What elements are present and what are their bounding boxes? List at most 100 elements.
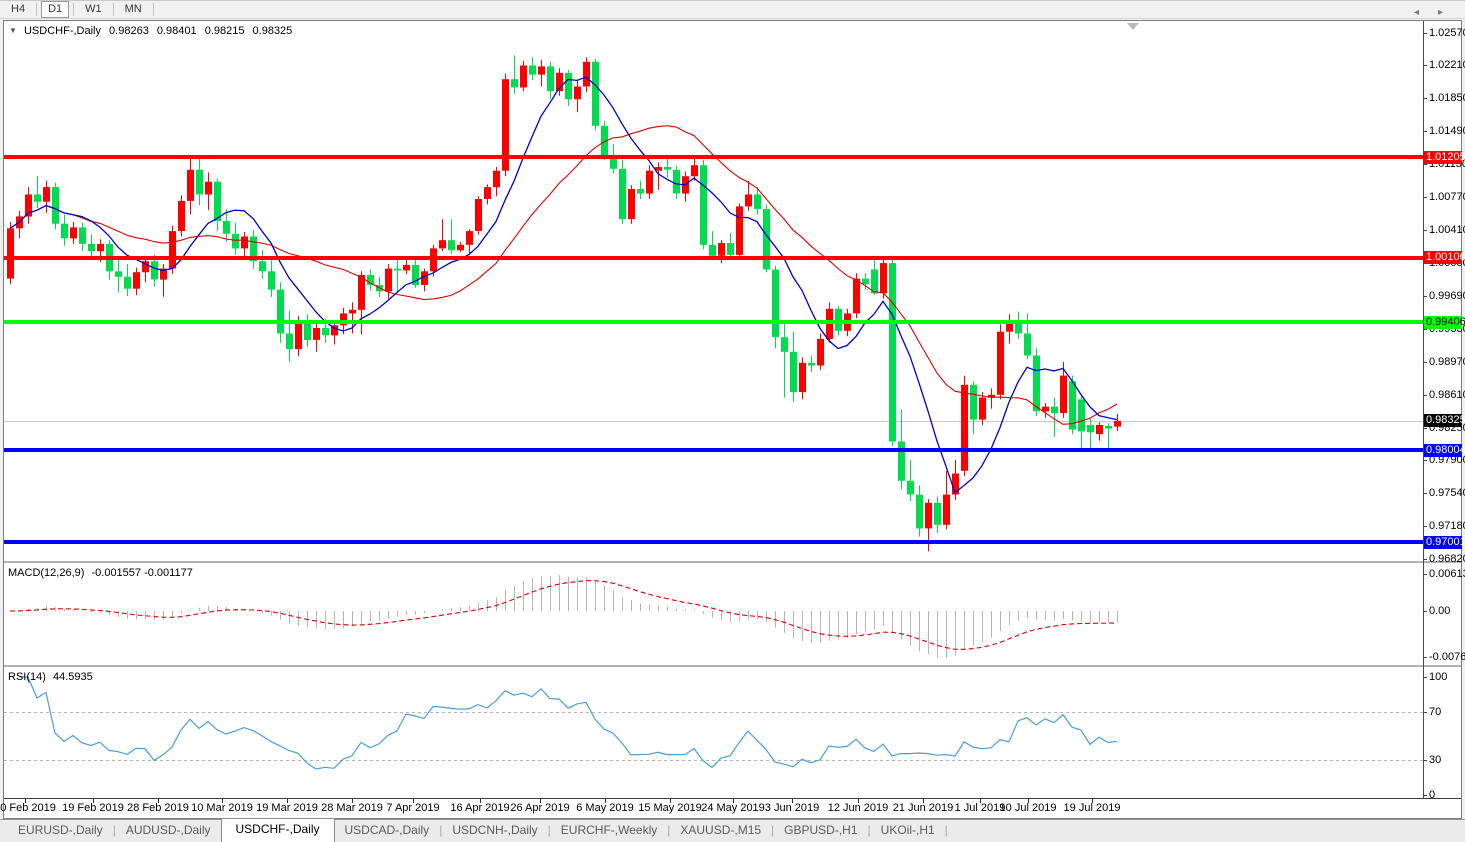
symbol-period-label: USDCHF-,Daily	[23, 25, 101, 37]
ohlc-close: 0.98325	[252, 25, 293, 37]
date-tick	[287, 799, 288, 803]
axis-tick-label: 0.98970	[1429, 356, 1465, 368]
date-label: 28 Mar 2019	[321, 802, 383, 814]
date-label: 10 Feb 2019	[0, 802, 56, 814]
axis-tick	[1423, 611, 1427, 612]
rsi-plot[interactable]	[4, 667, 1423, 798]
timeframe-button-mn[interactable]: MN	[124, 3, 142, 15]
date-label: 16 Apr 2019	[450, 802, 510, 814]
axis-tick-label: 1.00410	[1429, 224, 1465, 236]
date-label: 26 Apr 2019	[510, 802, 570, 814]
rsi-line	[19, 676, 1118, 770]
axis-tick-label: -0.007612	[1429, 651, 1465, 663]
date-tick	[1092, 799, 1093, 803]
date-tick	[413, 799, 414, 803]
axis-tick	[1423, 395, 1427, 396]
axis-tick-label: 0.97900	[1429, 454, 1465, 466]
main-chart-plot[interactable]	[4, 21, 1423, 561]
axis-tick	[1423, 460, 1427, 461]
tab-separator: |	[771, 823, 775, 837]
date-label: 10 Jul 2019	[999, 802, 1057, 814]
date-tick	[352, 799, 353, 803]
ohlc-high: 0.98401	[156, 25, 197, 37]
date-label: 19 Jul 2019	[1063, 802, 1121, 814]
axis-tick	[1423, 65, 1427, 66]
rsi-label: RSI(14) 44.5935	[8, 671, 93, 683]
toolbar-separator	[73, 3, 75, 16]
macd-values: -0.001557 -0.001177	[91, 567, 193, 579]
date-tick	[480, 799, 481, 803]
date-tick	[858, 799, 859, 803]
macd-histogram	[19, 575, 1118, 658]
chart-tab-xauusd-m15[interactable]: XAUUSD-,M15	[680, 823, 762, 837]
chart-tabbar: EURUSD-,Daily | AUDUSD-,Daily USDCHF-,Daily…	[0, 818, 1465, 842]
axis-tick	[1423, 362, 1427, 363]
chart-tab-eurchf-weekly[interactable]: EURCHF-,Weekly	[560, 823, 658, 837]
chart-tab-ukoil-h1[interactable]: UKOil-,H1	[880, 823, 935, 837]
tabbar-scroll-right-icon[interactable]: ▸	[1437, 7, 1443, 18]
tab-separator: |	[547, 823, 551, 837]
chart-tab-gbpusd-h1[interactable]: GBPUSD-,H1	[784, 823, 858, 837]
autoscroll-marker-icon	[1127, 23, 1139, 30]
axis-tick-label: 0.97540	[1429, 487, 1465, 499]
date-tick	[25, 799, 26, 803]
axis-tick	[1423, 493, 1427, 494]
macd-label: MACD(12,26,9) -0.001557 -0.001177	[8, 567, 193, 579]
level-price-label-0.97001: 0.97001	[1424, 536, 1465, 549]
chart-tab-eurusd-daily[interactable]: EURUSD-,Daily	[18, 823, 103, 837]
axis-tick-label: 0.00	[1429, 605, 1451, 617]
axis-tick-label: 0.00613	[1429, 568, 1465, 580]
axis-tick	[1423, 131, 1427, 132]
panel-separator[interactable]	[4, 665, 1461, 667]
axis-tick-label: 100	[1429, 671, 1448, 683]
date-tick	[670, 799, 671, 803]
axis-tick-label: 0.99690	[1429, 290, 1465, 302]
axis-tick	[1423, 296, 1427, 297]
timeframe-button-d1[interactable]: D1	[41, 1, 70, 18]
chart-tab-usdcnh-daily[interactable]: USDCNH-,Daily	[452, 823, 538, 837]
tab-separator: |	[112, 823, 116, 837]
axis-tick-label: 30	[1429, 754, 1442, 766]
tabbar-scroll-left-icon[interactable]: ◂	[1413, 7, 1419, 18]
timeframe-button-h4[interactable]: H4	[11, 3, 26, 15]
tab-separator: |	[944, 823, 948, 837]
axis-tick	[1423, 329, 1427, 330]
date-tick	[923, 799, 924, 803]
panel-separator[interactable]	[4, 561, 1461, 563]
date-tick	[93, 799, 94, 803]
axis-tick-label: 1.02210	[1429, 59, 1465, 71]
date-tick	[540, 799, 541, 803]
axis-tick-label: 0	[1429, 789, 1436, 801]
date-label: 24 May 2019	[701, 802, 765, 814]
axis-tick	[1423, 760, 1427, 761]
candles-layer	[7, 55, 1121, 552]
date-label: 21 Jun 2019	[892, 802, 954, 814]
axis-tick-label: 1.01850	[1429, 92, 1465, 104]
ohlc-open: 0.98263	[109, 25, 149, 37]
date-label: 6 May 2019	[576, 802, 634, 814]
chart-tab-usdchf-daily[interactable]: USDCHF-,Daily	[220, 818, 335, 842]
date-label: 3 Jun 2019	[764, 802, 820, 814]
axis-tick	[1423, 197, 1427, 198]
date-label: 12 Jun 2019	[827, 802, 889, 814]
date-tick	[733, 799, 734, 803]
axis-tick	[1423, 574, 1427, 575]
date-label: 19 Feb 2019	[62, 802, 124, 814]
date-label: 7 Apr 2019	[386, 802, 440, 814]
chart-tab-audusd-daily[interactable]: AUDUSD-,Daily	[125, 823, 211, 837]
chart-tab-usdcad-daily[interactable]: USDCAD-,Daily	[344, 823, 430, 837]
axis-tick	[1423, 677, 1427, 678]
ma-slow-line	[9, 125, 1118, 425]
axis-tick	[1423, 795, 1427, 796]
timeframe-button-w1[interactable]: W1	[85, 3, 102, 15]
level-price-label-1.00106: 1.00106	[1424, 251, 1465, 264]
level-price-label-0.98004: 0.98004	[1424, 444, 1465, 457]
macd-plot[interactable]	[4, 563, 1423, 665]
axis-tick	[1423, 428, 1427, 429]
date-tick	[222, 799, 223, 803]
rsi-value: 44.5935	[52, 671, 93, 683]
axis-tick	[1423, 98, 1427, 99]
axis-tick-label: 1.02570	[1429, 27, 1465, 39]
toolbar-separator	[152, 3, 154, 16]
